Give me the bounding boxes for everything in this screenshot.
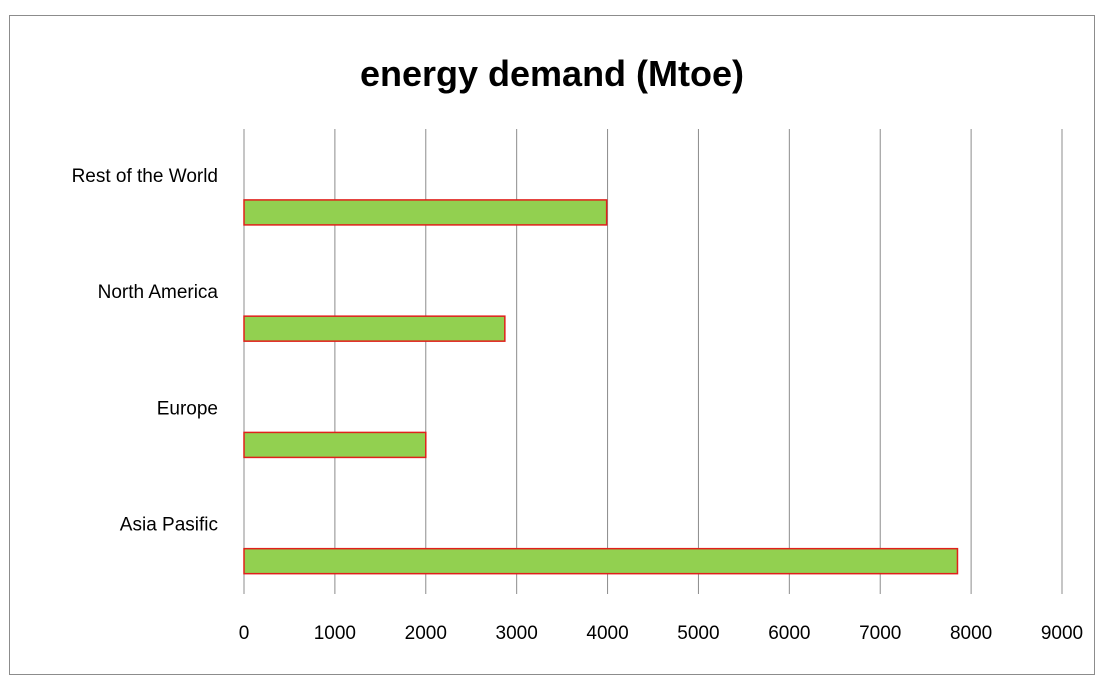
- category-label: Europe: [157, 398, 218, 419]
- x-tick-labels: 0 1000 2000 3000 4000 5000 6000 7000 8000 9000: [239, 623, 1083, 644]
- x-tick-label: 0: [239, 623, 250, 644]
- chart-title: energy demand (Mtoe): [360, 53, 744, 94]
- x-tick-label: 4000: [586, 623, 628, 644]
- bar-europe: [243, 431, 427, 459]
- category-label: Asia Pasific: [120, 515, 218, 536]
- category-label: North America: [98, 282, 219, 303]
- x-tick-label: 9000: [1041, 623, 1083, 644]
- bar-north-america: [243, 315, 506, 342]
- x-tick-label: 2000: [405, 623, 447, 644]
- x-tick-label: 6000: [768, 623, 810, 644]
- x-tick-label: 7000: [859, 623, 901, 644]
- category-labels: Asia Pasific Europe North America Rest of t…: [72, 166, 219, 536]
- bar-asia-pasific: [243, 547, 959, 575]
- x-tick-label: 1000: [314, 623, 356, 644]
- bars: [243, 199, 959, 575]
- category-label: Rest of the World: [72, 166, 218, 187]
- x-tick-label: 3000: [496, 623, 538, 644]
- bar-chart: energy demand (Mtoe) 0 1000 2000 3000 4000 50…: [72, 53, 1084, 644]
- x-tick-label: 8000: [950, 623, 992, 644]
- bar-rest-of-the-world: [243, 199, 608, 226]
- gridlines: [243, 129, 1063, 594]
- x-tick-label: 5000: [677, 623, 719, 644]
